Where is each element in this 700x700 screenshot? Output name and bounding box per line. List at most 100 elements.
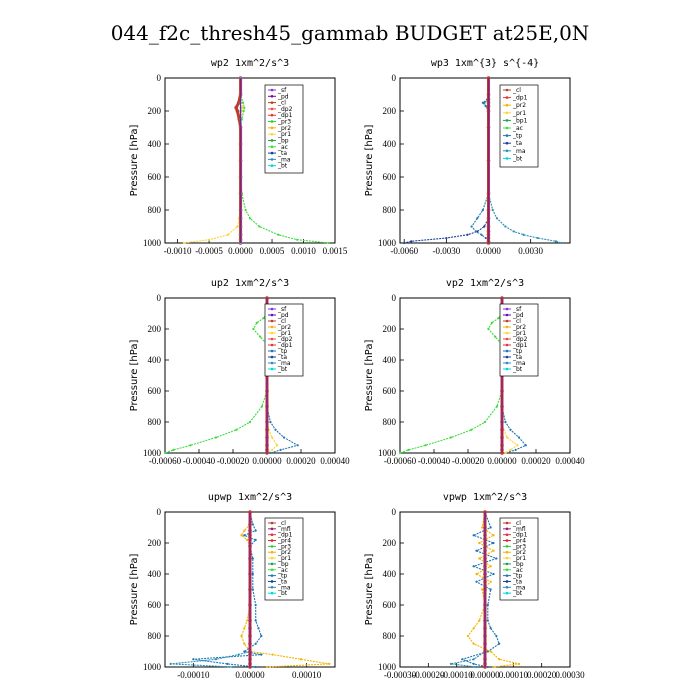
legend-entry: _bt [277,163,288,170]
data-point-tp [296,444,299,447]
legend-marker [270,539,274,542]
legend-marker [505,550,509,554]
data-point-ac [260,405,263,408]
y-tick-label: 0 [157,73,162,83]
y-tick-label: 800 [383,205,397,215]
plot-panel-3: up2 1xm^2/s^3 Pressure [hPa] 0 200 400 600 800… [129,278,350,466]
data-point-tp [475,580,478,583]
legend-marker [505,367,509,371]
legend-marker [270,113,274,117]
legend-marker [505,325,509,329]
legend-entry: _tp [512,133,522,140]
x-tick-label: 0.00030 [555,670,585,680]
data-point-ma [560,241,563,245]
data-point-pr2 [492,549,495,552]
legend-marker [270,556,274,560]
data-point-pr1 [207,238,211,241]
x-tick-label: 0.00040 [320,456,350,466]
data-point-tp [489,526,492,529]
data-point-ta [410,240,413,243]
data-point-tp [495,634,498,638]
legend-marker [505,361,509,365]
data-point-ac [277,233,280,236]
legend-marker [270,550,274,554]
legend-entry: _pd [277,312,289,319]
data-point-tp [472,662,475,666]
data-point-cl [236,100,241,105]
x-tick-label: -0.00020 [452,456,485,466]
data-point-tp [470,225,473,228]
data-point-pr2 [271,653,274,656]
data-point-ac [243,106,246,109]
y-tick-label: 200 [383,324,397,334]
legend-marker [505,355,509,359]
data-point-ta [483,225,486,228]
legend-entry: _ma [277,156,291,163]
y-tick-label: 0 [392,73,397,83]
legend-entry: _ma [512,360,526,367]
legend-marker [505,96,509,99]
legend-entry: _pr2 [277,324,291,331]
data-point-pr2 [246,538,249,542]
data-point-tp [254,529,257,532]
y-axis-label: Pressure [hPa] [129,125,140,197]
legend-entry: _cl [512,318,521,325]
legend-marker [270,126,274,130]
data-point-pr1 [276,444,279,447]
legend-entry: _pr1 [512,110,526,117]
legend-marker [505,307,509,311]
y-tick-label: 1000 [378,238,397,248]
data-point-ac [296,238,299,241]
legend-entry: _ac [512,567,523,574]
data-point-tp [251,572,254,576]
data-point-tp [474,230,477,233]
data-point-ma [504,225,507,228]
x-tick-label: 0.00020 [286,456,316,466]
data-point-pr2 [246,619,249,622]
legend-entry: _pr2 [277,549,291,556]
series-line-pr1 [183,78,243,244]
legend-entry: _mfl [277,526,291,533]
legend-marker [270,145,274,149]
legend-entry: _ta [512,578,522,585]
data-point-tp [492,572,495,576]
y-tick-label: 1000 [143,238,162,248]
plot-panel-5: upwp 1xm^2/s^3 Pressure [hPa] 0 200 400 600 80… [129,492,336,680]
y-tick-label: 200 [148,538,162,548]
legend: _cl_dp1_pr2_pr1_bp1_ac_tp_ta_ma_bt [499,84,539,168]
y-tick-label: 0 [392,293,397,303]
y-tick-label: 600 [383,600,397,610]
legend-entry: _bt [512,155,523,162]
data-point-ac [242,109,245,113]
data-point-pr1 [506,436,509,439]
legend-marker [505,126,509,130]
legend: _sf_pd_cl_pr2_pr1_dp2_dp1_tp_ta_ma_bt [264,303,304,377]
data-point-tp [472,534,475,537]
data-point-pr2 [243,627,246,630]
legend-entry: _bp [277,561,289,568]
data-point-ac [490,321,493,324]
data-point-tp [517,436,521,439]
legend-entry: _dp1 [277,112,293,119]
legend-entry: _pr4 [277,538,291,545]
legend-entry: _pr3 [277,119,291,126]
y-tick-label: 800 [383,417,397,427]
legend-marker [270,545,274,548]
data-point-pr2 [492,665,495,669]
legend-marker [505,574,509,577]
data-point-pr2 [517,662,521,666]
x-tick-label: 0.0005 [260,246,285,256]
legend-entry: _pr1 [512,555,526,562]
legend-marker [270,151,274,155]
legend-marker [270,568,274,572]
legend-entry: _bt [277,366,288,373]
data-point-pr2 [481,526,484,529]
x-tick-label: -0.00040 [418,456,451,466]
data-point-ac [424,444,427,447]
y-tick-label: 200 [383,538,397,548]
data-point-tp [504,420,507,424]
legend-entry: _ta [277,150,287,157]
data-point-ma [214,658,218,661]
data-point-pr2 [243,529,246,532]
y-tick-label: 600 [148,600,162,610]
